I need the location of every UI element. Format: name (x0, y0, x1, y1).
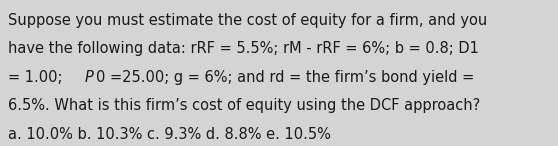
Text: Suppose you must estimate the cost of equity for a firm, and you: Suppose you must estimate the cost of eq… (8, 13, 488, 28)
Text: P: P (85, 70, 94, 85)
Text: 0 =25.00; g = 6%; and rd = the firm’s bond yield =: 0 =25.00; g = 6%; and rd = the firm’s bo… (96, 70, 474, 85)
Text: a. 10.0% b. 10.3% c. 9.3% d. 8.8% e. 10.5%: a. 10.0% b. 10.3% c. 9.3% d. 8.8% e. 10.… (8, 127, 331, 142)
Text: = 1.00;: = 1.00; (8, 70, 68, 85)
Text: have the following data: rRF = 5.5%; rM - rRF = 6%; b = 0.8; D1: have the following data: rRF = 5.5%; rM … (8, 41, 479, 56)
Text: 6.5%. What is this firm’s cost of equity using the DCF approach?: 6.5%. What is this firm’s cost of equity… (8, 98, 480, 113)
